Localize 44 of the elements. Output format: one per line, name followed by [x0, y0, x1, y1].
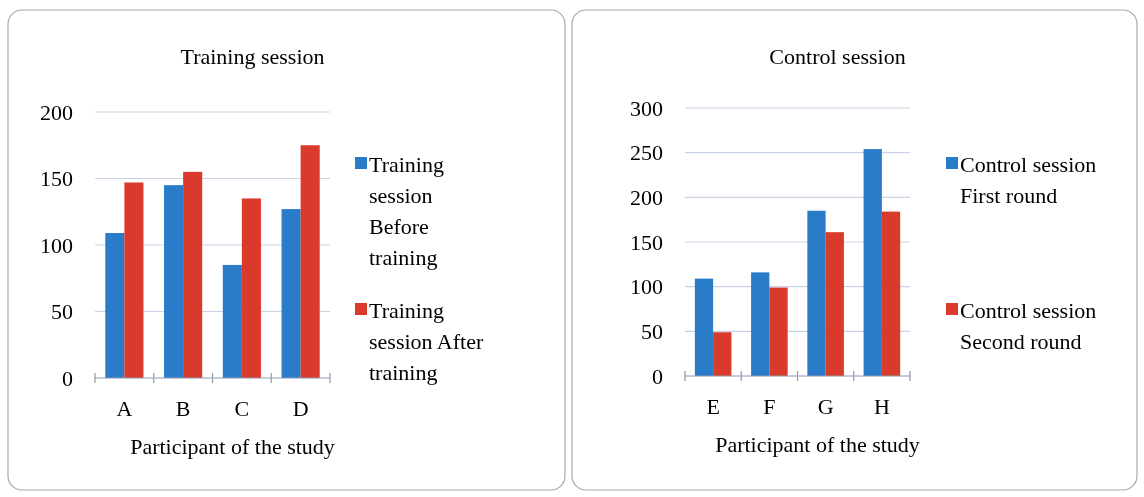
- bar: [807, 210, 826, 376]
- y-tick-label: 50: [51, 299, 73, 325]
- bar: [124, 182, 144, 378]
- legend-label: Training session After training: [369, 298, 484, 385]
- x-axis-title: Participant of the study: [715, 432, 920, 457]
- x-tick-label: C: [234, 396, 250, 421]
- y-tick-label: 250: [630, 140, 663, 166]
- x-tick-label: F: [763, 394, 776, 419]
- legend-label: Training session Before training: [369, 152, 444, 270]
- y-tick-label: 150: [40, 166, 73, 192]
- x-tick-label: G: [817, 394, 834, 419]
- legend-label: Control session First round: [960, 152, 1097, 208]
- y-tick-label: 300: [630, 95, 663, 121]
- y-tick-label: 150: [630, 229, 663, 255]
- y-tick-label: 100: [40, 232, 73, 258]
- x-tick-label: B: [175, 396, 191, 421]
- bar: [300, 145, 320, 378]
- bar: [164, 185, 184, 378]
- y-tick-label: 100: [630, 274, 663, 300]
- y-tick-label: 50: [641, 319, 663, 345]
- chart-title: Control session: [769, 44, 906, 69]
- x-tick-label: E: [706, 394, 720, 419]
- y-tick-label: 200: [630, 185, 663, 211]
- x-tick-label: A: [116, 396, 133, 421]
- y-tick-label: 0: [62, 365, 73, 391]
- y-tick-label: 0: [652, 363, 663, 389]
- x-axis-title: Participant of the study: [130, 434, 335, 459]
- bar: [713, 332, 732, 376]
- bar: [881, 211, 901, 376]
- chart-title: Training session: [180, 44, 325, 69]
- bar: [694, 278, 714, 376]
- bar: [222, 264, 242, 378]
- bar: [183, 171, 203, 378]
- y-tick-label: 200: [40, 99, 73, 125]
- bar: [863, 149, 882, 376]
- x-tick-label: D: [292, 396, 309, 421]
- bar: [105, 233, 125, 378]
- bar: [281, 209, 301, 378]
- bar: [751, 272, 770, 376]
- x-tick-label: H: [873, 394, 890, 419]
- bar: [769, 287, 788, 376]
- legend-label: Control session Second round: [960, 298, 1097, 354]
- bar: [241, 198, 261, 378]
- bar: [825, 232, 844, 376]
